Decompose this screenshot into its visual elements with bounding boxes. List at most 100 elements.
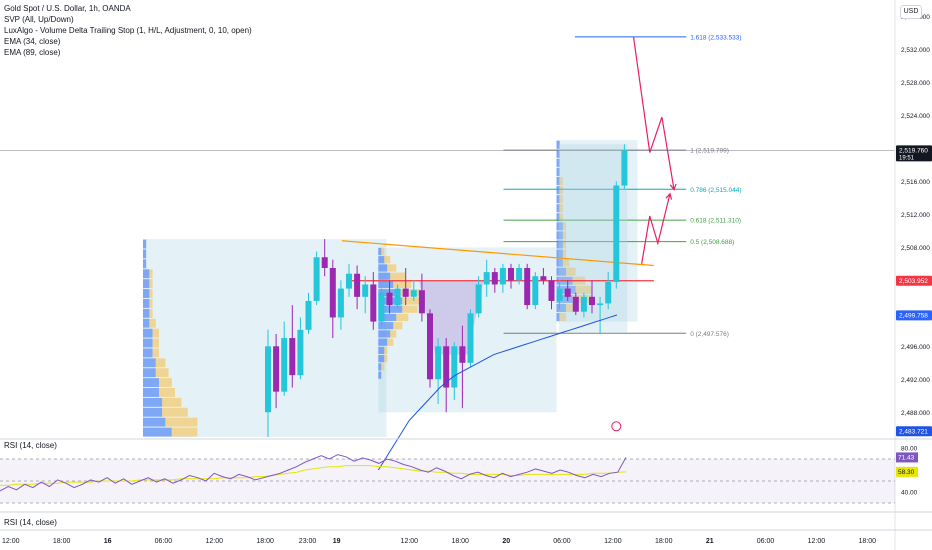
- time-tick-label: 21: [706, 538, 714, 545]
- price-tick-label: 2,488.000: [901, 410, 930, 417]
- fib-label-0.786: 0.786 (2,515.044): [690, 187, 741, 194]
- volume-profile-row-up: [143, 397, 163, 407]
- volume-profile-row-down: [390, 272, 406, 280]
- time-tick-label: 16: [104, 538, 112, 545]
- volume-profile-row-up: [378, 247, 382, 256]
- candle-body: [491, 272, 498, 285]
- volume-profile-row-down: [559, 204, 563, 213]
- indicator-ema-34[interactable]: EMA (34, close): [4, 37, 61, 46]
- price-tick-label: 2,532.000: [901, 47, 930, 54]
- volume-profile-row-up: [556, 195, 560, 204]
- price-tick-label: 2,516.000: [901, 179, 930, 186]
- volume-profile-row-down: [159, 378, 172, 388]
- candle-body: [386, 292, 393, 306]
- rsi-pane-label[interactable]: RSI (14, close): [4, 441, 57, 450]
- volume-profile-row-down: [562, 222, 567, 231]
- volume-profile-row-up: [556, 240, 563, 249]
- volume-profile-row-up: [378, 305, 403, 313]
- volume-profile-row-up: [378, 280, 394, 289]
- rsi-badge-label: 58.30: [898, 469, 915, 476]
- alert-marker-icon: [611, 421, 622, 432]
- volume-profile-row-up: [143, 407, 163, 417]
- volume-profile-row-up: [143, 289, 150, 298]
- indicator-ema-89[interactable]: EMA (89, close): [4, 48, 61, 57]
- rsi-pane-2-label[interactable]: RSI (14, close): [4, 518, 57, 527]
- candle-body: [451, 346, 458, 388]
- volume-profile-row-up: [143, 308, 150, 318]
- volume-profile-row-up: [556, 176, 560, 186]
- volume-profile-row-up: [143, 279, 150, 289]
- projection-path: [641, 193, 671, 264]
- time-tick-label: 19: [333, 538, 341, 545]
- price-tick-label: 2,512.000: [901, 212, 930, 219]
- volume-profile-row-up: [556, 158, 560, 167]
- candle-body: [524, 267, 531, 306]
- volume-profile-row-up: [143, 358, 156, 368]
- volume-profile-row-down: [393, 280, 412, 289]
- volume-profile-row-down: [149, 318, 156, 328]
- candle-body: [605, 281, 612, 304]
- price-tick-label: 2,492.000: [901, 377, 930, 384]
- volume-profile-row-down: [155, 368, 169, 378]
- time-tick-label: 18:00: [451, 538, 469, 545]
- price-badge-label: 2,499.758: [899, 313, 928, 320]
- time-tick-label: 18:00: [858, 538, 876, 545]
- volume-profile-row-down: [566, 267, 576, 276]
- candle-body: [443, 346, 450, 388]
- candle-body: [354, 273, 361, 297]
- volume-profile-row-up: [143, 328, 153, 338]
- volume-profile-row-up: [378, 346, 385, 355]
- candle-body: [508, 267, 514, 281]
- volume-profile-row-down: [390, 330, 397, 338]
- candle-body: [572, 296, 579, 312]
- volume-profile-row-down: [562, 231, 567, 240]
- volume-profile-row-up: [556, 267, 567, 276]
- candle-body: [410, 290, 417, 297]
- projection-arrow: [669, 183, 677, 191]
- candle-body: [321, 257, 328, 268]
- candle-body: [475, 284, 482, 314]
- candle-body: [418, 290, 425, 314]
- rsi-tick-label: 80.00: [901, 446, 918, 453]
- volume-profile-row-up: [378, 289, 400, 297]
- volume-profile-row-down: [396, 313, 409, 322]
- candle-body: [580, 296, 587, 312]
- volume-profile-row-down: [387, 264, 397, 272]
- candle-body: [589, 296, 595, 306]
- price-badge-label: 2,519.760: [899, 148, 928, 155]
- candle-body: [265, 346, 271, 413]
- volume-profile-row-up: [143, 417, 166, 427]
- volume-profile-row-down: [575, 285, 592, 294]
- volume-profile-row-up: [556, 167, 560, 176]
- price-badge: [896, 310, 932, 321]
- currency-button[interactable]: USD: [900, 5, 922, 19]
- time-tick-label: 18:00: [655, 538, 673, 545]
- price-tick-label: 2,496.000: [901, 344, 930, 351]
- candle-body: [281, 338, 288, 392]
- time-tick-label: 06:00: [553, 538, 571, 545]
- volume-profile-row-down: [381, 363, 385, 371]
- candle-body: [427, 313, 433, 380]
- fib-label-0.618: 0.618 (2,511.310): [690, 218, 741, 225]
- candle-body: [394, 288, 401, 306]
- volume-profile-row-down: [149, 279, 153, 289]
- volume-profile-row-up: [143, 338, 153, 348]
- indicator-luxalgo[interactable]: LuxAlgo - Volume Delta Trailing Stop (1,…: [4, 26, 252, 35]
- candle-body: [370, 284, 377, 322]
- volume-profile-row-down: [149, 308, 153, 318]
- candle-body: [499, 267, 506, 285]
- volume-profile-row-down: [559, 176, 563, 186]
- fib-label-0: 0 (2,497.576): [690, 331, 729, 338]
- volume-profile-row-down: [149, 298, 153, 308]
- price-tick-label: 2,528.000: [901, 80, 930, 87]
- candle-body: [337, 288, 344, 318]
- volume-profile-row-up: [143, 269, 150, 279]
- volume-profile-row-up: [143, 378, 159, 388]
- ema-34-line: [377, 314, 618, 471]
- price-badge-label: 2,483.721: [899, 428, 928, 435]
- volume-profile-row-up: [143, 239, 147, 249]
- indicator-svp[interactable]: SVP (All, Up/Down): [4, 15, 74, 24]
- volume-profile-row-down: [399, 289, 421, 297]
- volume-profile-row-down: [384, 256, 391, 264]
